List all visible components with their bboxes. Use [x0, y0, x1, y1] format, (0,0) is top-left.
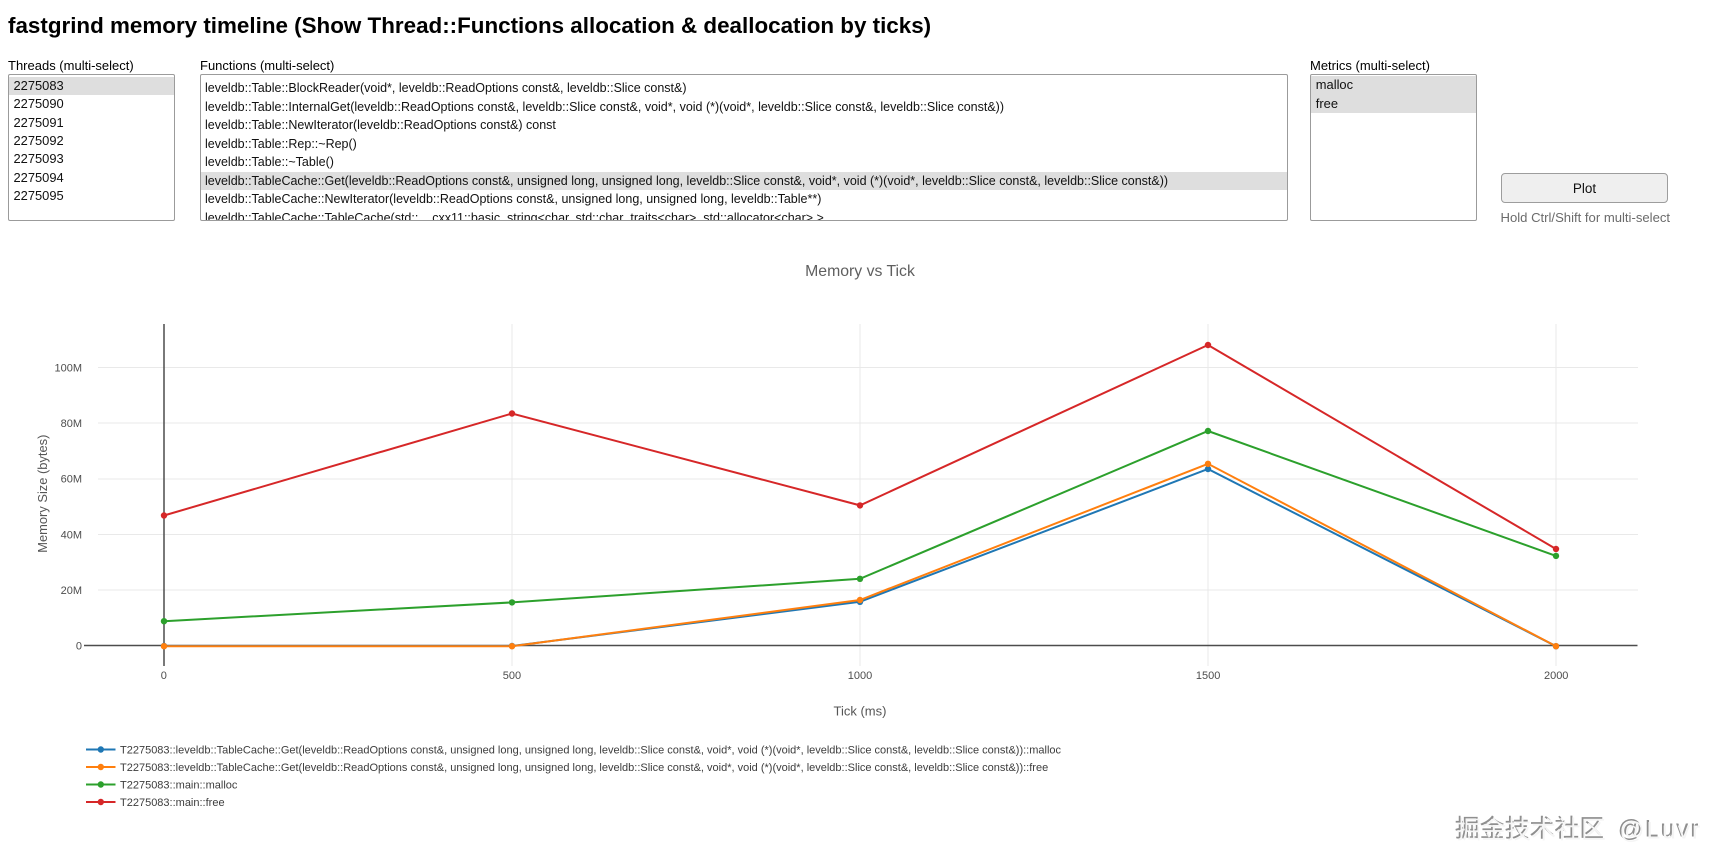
- svg-text:1500: 1500: [1196, 670, 1220, 682]
- svg-text:2000: 2000: [1544, 670, 1568, 682]
- svg-text:0: 0: [161, 670, 167, 682]
- svg-text:40M: 40M: [61, 529, 82, 541]
- svg-text:T2275083::main::malloc: T2275083::main::malloc: [120, 779, 238, 791]
- svg-text:60M: 60M: [61, 474, 82, 486]
- svg-text:Memory Size (bytes): Memory Size (bytes): [35, 435, 50, 553]
- svg-text:T2275083::main::free: T2275083::main::free: [120, 797, 225, 809]
- svg-text:Luvr: Luvr: [1647, 818, 1703, 845]
- svg-text:20M: 20M: [61, 585, 82, 597]
- svg-text:80M: 80M: [61, 418, 82, 430]
- svg-text:Memory vs Tick: Memory vs Tick: [805, 263, 915, 280]
- svg-text:Tick (ms): Tick (ms): [834, 704, 887, 719]
- svg-text:@: @: [1620, 818, 1645, 845]
- svg-text:@: @: [1618, 816, 1643, 843]
- svg-text:0: 0: [76, 640, 82, 652]
- svg-text:500: 500: [503, 670, 521, 682]
- svg-text:1000: 1000: [848, 670, 872, 682]
- svg-text:100M: 100M: [54, 363, 82, 375]
- svg-text:Luvr: Luvr: [1645, 816, 1701, 843]
- svg-text:T2275083::leveldb::TableCache:: T2275083::leveldb::TableCache::Get(level…: [120, 762, 1048, 774]
- svg-text:T2275083::leveldb::TableCache:: T2275083::leveldb::TableCache::Get(level…: [120, 744, 1062, 756]
